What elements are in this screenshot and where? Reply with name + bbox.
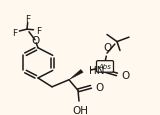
- FancyBboxPatch shape: [96, 61, 113, 73]
- Polygon shape: [69, 70, 83, 80]
- Text: F: F: [12, 29, 18, 38]
- Text: F: F: [36, 27, 42, 36]
- Text: O: O: [121, 71, 129, 81]
- Text: HN: HN: [89, 65, 104, 75]
- Text: O: O: [31, 36, 39, 45]
- Text: O: O: [103, 43, 111, 53]
- Text: F: F: [25, 15, 31, 24]
- Text: OH: OH: [72, 106, 88, 115]
- Text: Abs: Abs: [99, 64, 111, 70]
- Text: O: O: [95, 82, 103, 92]
